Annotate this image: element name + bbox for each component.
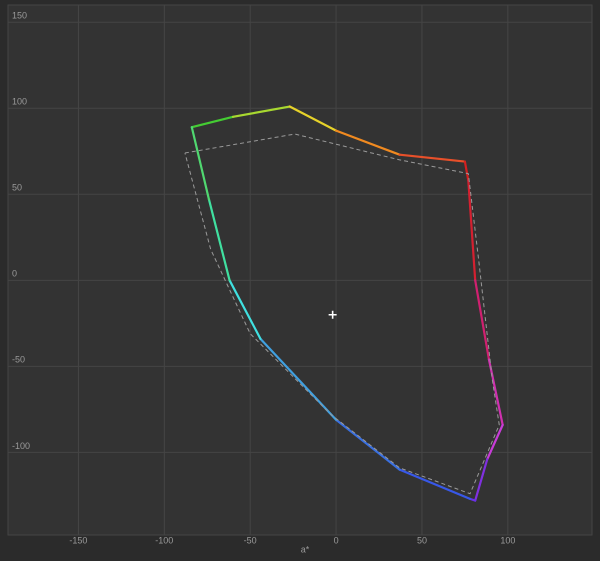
reference-gamut [184, 133, 500, 495]
gamut-segment [259, 337, 338, 421]
gamut-segment [231, 105, 291, 118]
gamut-segment [207, 198, 231, 282]
x-tick-label: -150 [69, 535, 87, 545]
gamut-segment [190, 126, 211, 201]
y-tick-label: 150 [12, 11, 27, 21]
gamut-segment [334, 418, 401, 471]
x-tick-label: 0 [334, 535, 339, 545]
x-axis-label: a* [301, 544, 310, 554]
x-tick-label: -100 [155, 535, 173, 545]
white-point [328, 310, 337, 319]
gamut-segment [486, 423, 504, 461]
gamut-segment [398, 153, 466, 163]
gamut-segment [463, 160, 470, 182]
x-tick-label: 50 [417, 535, 427, 545]
gamut-segment [474, 279, 491, 361]
y-tick-label: 100 [12, 97, 27, 107]
y-tick-label: 50 [12, 183, 22, 193]
gamut-segment [487, 358, 504, 426]
x-tick-label: 100 [500, 535, 515, 545]
x-tick-label: -50 [244, 535, 257, 545]
gamut-segment [467, 179, 477, 282]
y-tick-label: -100 [12, 441, 30, 451]
y-tick-label: -50 [12, 355, 25, 365]
plot-area [7, 4, 593, 536]
gamut-segment [288, 105, 338, 132]
gamut-segment [474, 458, 489, 502]
gamut-segment [398, 468, 472, 500]
gamut-segment [334, 129, 401, 156]
gamut-segment [228, 279, 262, 340]
gamut-segment [190, 115, 235, 129]
y-tick-label: 0 [12, 269, 17, 279]
